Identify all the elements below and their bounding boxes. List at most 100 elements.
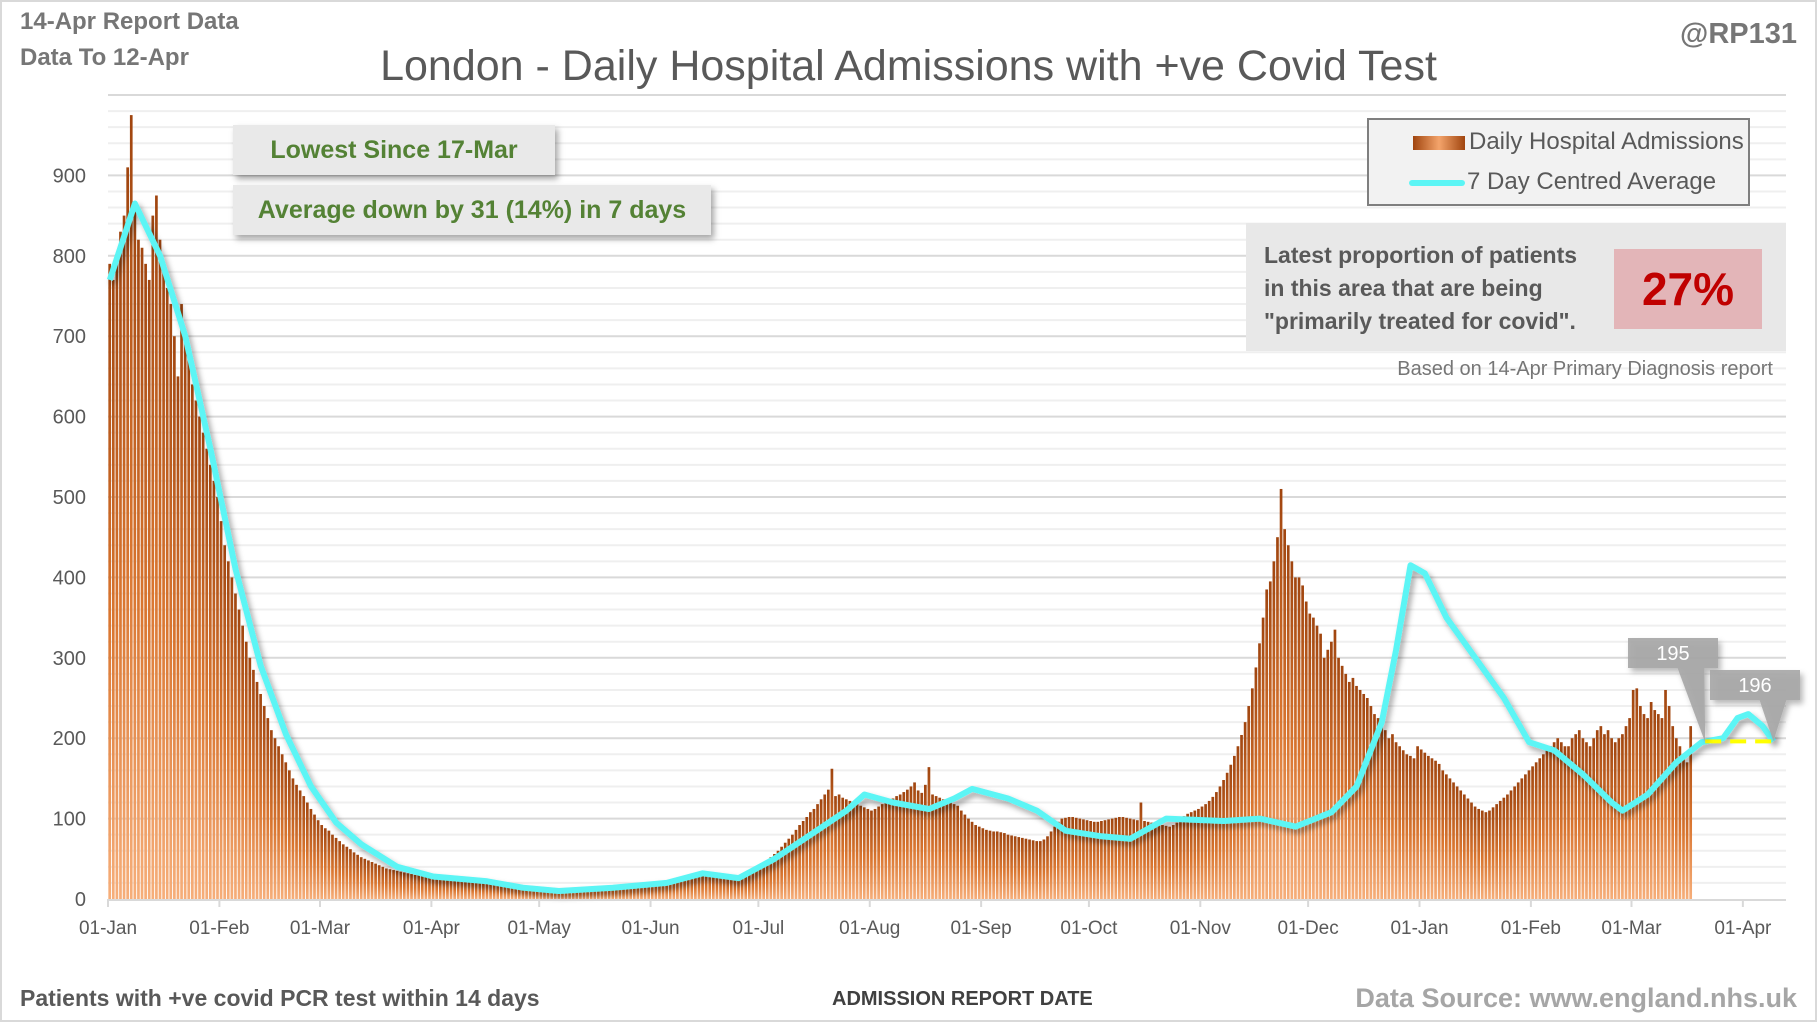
bar <box>1006 834 1010 899</box>
bar <box>1491 807 1495 899</box>
bar <box>1010 835 1013 899</box>
bar <box>1538 758 1542 899</box>
bar <box>1074 817 1078 899</box>
bar <box>1477 808 1481 899</box>
bar <box>1552 742 1556 899</box>
bar <box>1031 840 1035 899</box>
bar <box>460 880 464 899</box>
bar <box>611 886 615 899</box>
bar <box>844 799 848 899</box>
bar <box>650 882 654 899</box>
bar <box>826 789 830 899</box>
bar <box>543 888 546 899</box>
bar <box>1674 738 1678 899</box>
bar <box>708 873 712 899</box>
bar <box>1042 839 1046 899</box>
bar <box>873 808 877 899</box>
bar <box>1488 810 1491 899</box>
line-swatch-icon <box>1409 179 1465 186</box>
bar <box>1110 818 1114 899</box>
bar <box>456 879 460 899</box>
bar <box>280 754 284 899</box>
bar <box>701 874 704 899</box>
y-tick-label: 600 <box>53 407 86 429</box>
bar <box>837 794 841 899</box>
lowest-since-callout: Lowest Since 17-Mar <box>233 125 555 175</box>
bar <box>1595 730 1599 899</box>
bar <box>636 884 640 899</box>
bar <box>1100 821 1103 899</box>
y-tick-label: 800 <box>53 246 86 268</box>
bar <box>1279 488 1283 899</box>
x-tick-label: 01-Apr <box>403 918 461 939</box>
bar <box>392 870 395 899</box>
bar <box>913 782 916 899</box>
bar <box>158 239 162 900</box>
bar <box>313 814 316 899</box>
bar <box>1531 766 1534 899</box>
bar <box>1509 790 1513 899</box>
value-tag-label: 195 <box>1656 643 1689 665</box>
bar <box>431 877 435 899</box>
bar <box>1333 629 1337 899</box>
bar <box>1028 839 1031 899</box>
bar <box>668 879 672 899</box>
bar <box>1409 755 1412 899</box>
bar <box>704 873 708 899</box>
bar <box>658 881 661 899</box>
bar <box>1642 714 1646 899</box>
bar <box>758 866 762 899</box>
bar <box>1139 802 1143 899</box>
bar <box>1423 752 1427 899</box>
bar <box>255 681 259 899</box>
bar <box>489 882 492 899</box>
bar <box>1559 742 1563 899</box>
bar <box>1621 734 1624 899</box>
bar <box>963 814 967 899</box>
bar <box>424 876 428 899</box>
bar <box>1617 738 1621 899</box>
bar <box>923 784 927 899</box>
bar <box>1635 688 1639 899</box>
bar <box>169 304 173 899</box>
bar <box>241 625 244 899</box>
proportion-value: 27% <box>1614 249 1762 329</box>
bar <box>931 794 934 899</box>
bar <box>1588 746 1592 899</box>
bar <box>765 860 769 899</box>
bar <box>762 863 765 899</box>
bar <box>1067 816 1071 899</box>
bar <box>1150 822 1154 899</box>
bar <box>769 857 773 899</box>
bar <box>237 609 241 899</box>
bar <box>205 448 209 899</box>
bar <box>661 881 665 899</box>
bar <box>1667 706 1671 899</box>
bar <box>1089 821 1092 899</box>
bar <box>798 825 801 899</box>
report-date-label: 14-Apr Report Data <box>20 8 239 35</box>
bar <box>273 738 277 899</box>
x-tick-label: 01-Dec <box>1277 918 1338 939</box>
data-source: Data Source: www.england.nhs.uk <box>1355 983 1797 1013</box>
bar <box>1610 738 1613 899</box>
x-axis-title: ADMISSION REPORT DATE <box>832 988 1093 1010</box>
bar <box>686 876 690 899</box>
bar <box>370 862 374 899</box>
bar <box>503 884 507 899</box>
bar <box>291 778 295 899</box>
bar <box>144 263 147 900</box>
x-tick-label: 01-Nov <box>1170 918 1232 939</box>
bar <box>359 857 363 899</box>
bar <box>1071 816 1075 899</box>
bar <box>1452 782 1455 899</box>
bar <box>1570 738 1574 899</box>
bar <box>525 886 528 899</box>
bar <box>783 842 787 899</box>
bar <box>1682 754 1685 899</box>
bar <box>446 878 449 899</box>
bar <box>298 790 302 899</box>
bar <box>852 802 855 899</box>
bar <box>252 669 255 899</box>
bar <box>510 885 514 899</box>
